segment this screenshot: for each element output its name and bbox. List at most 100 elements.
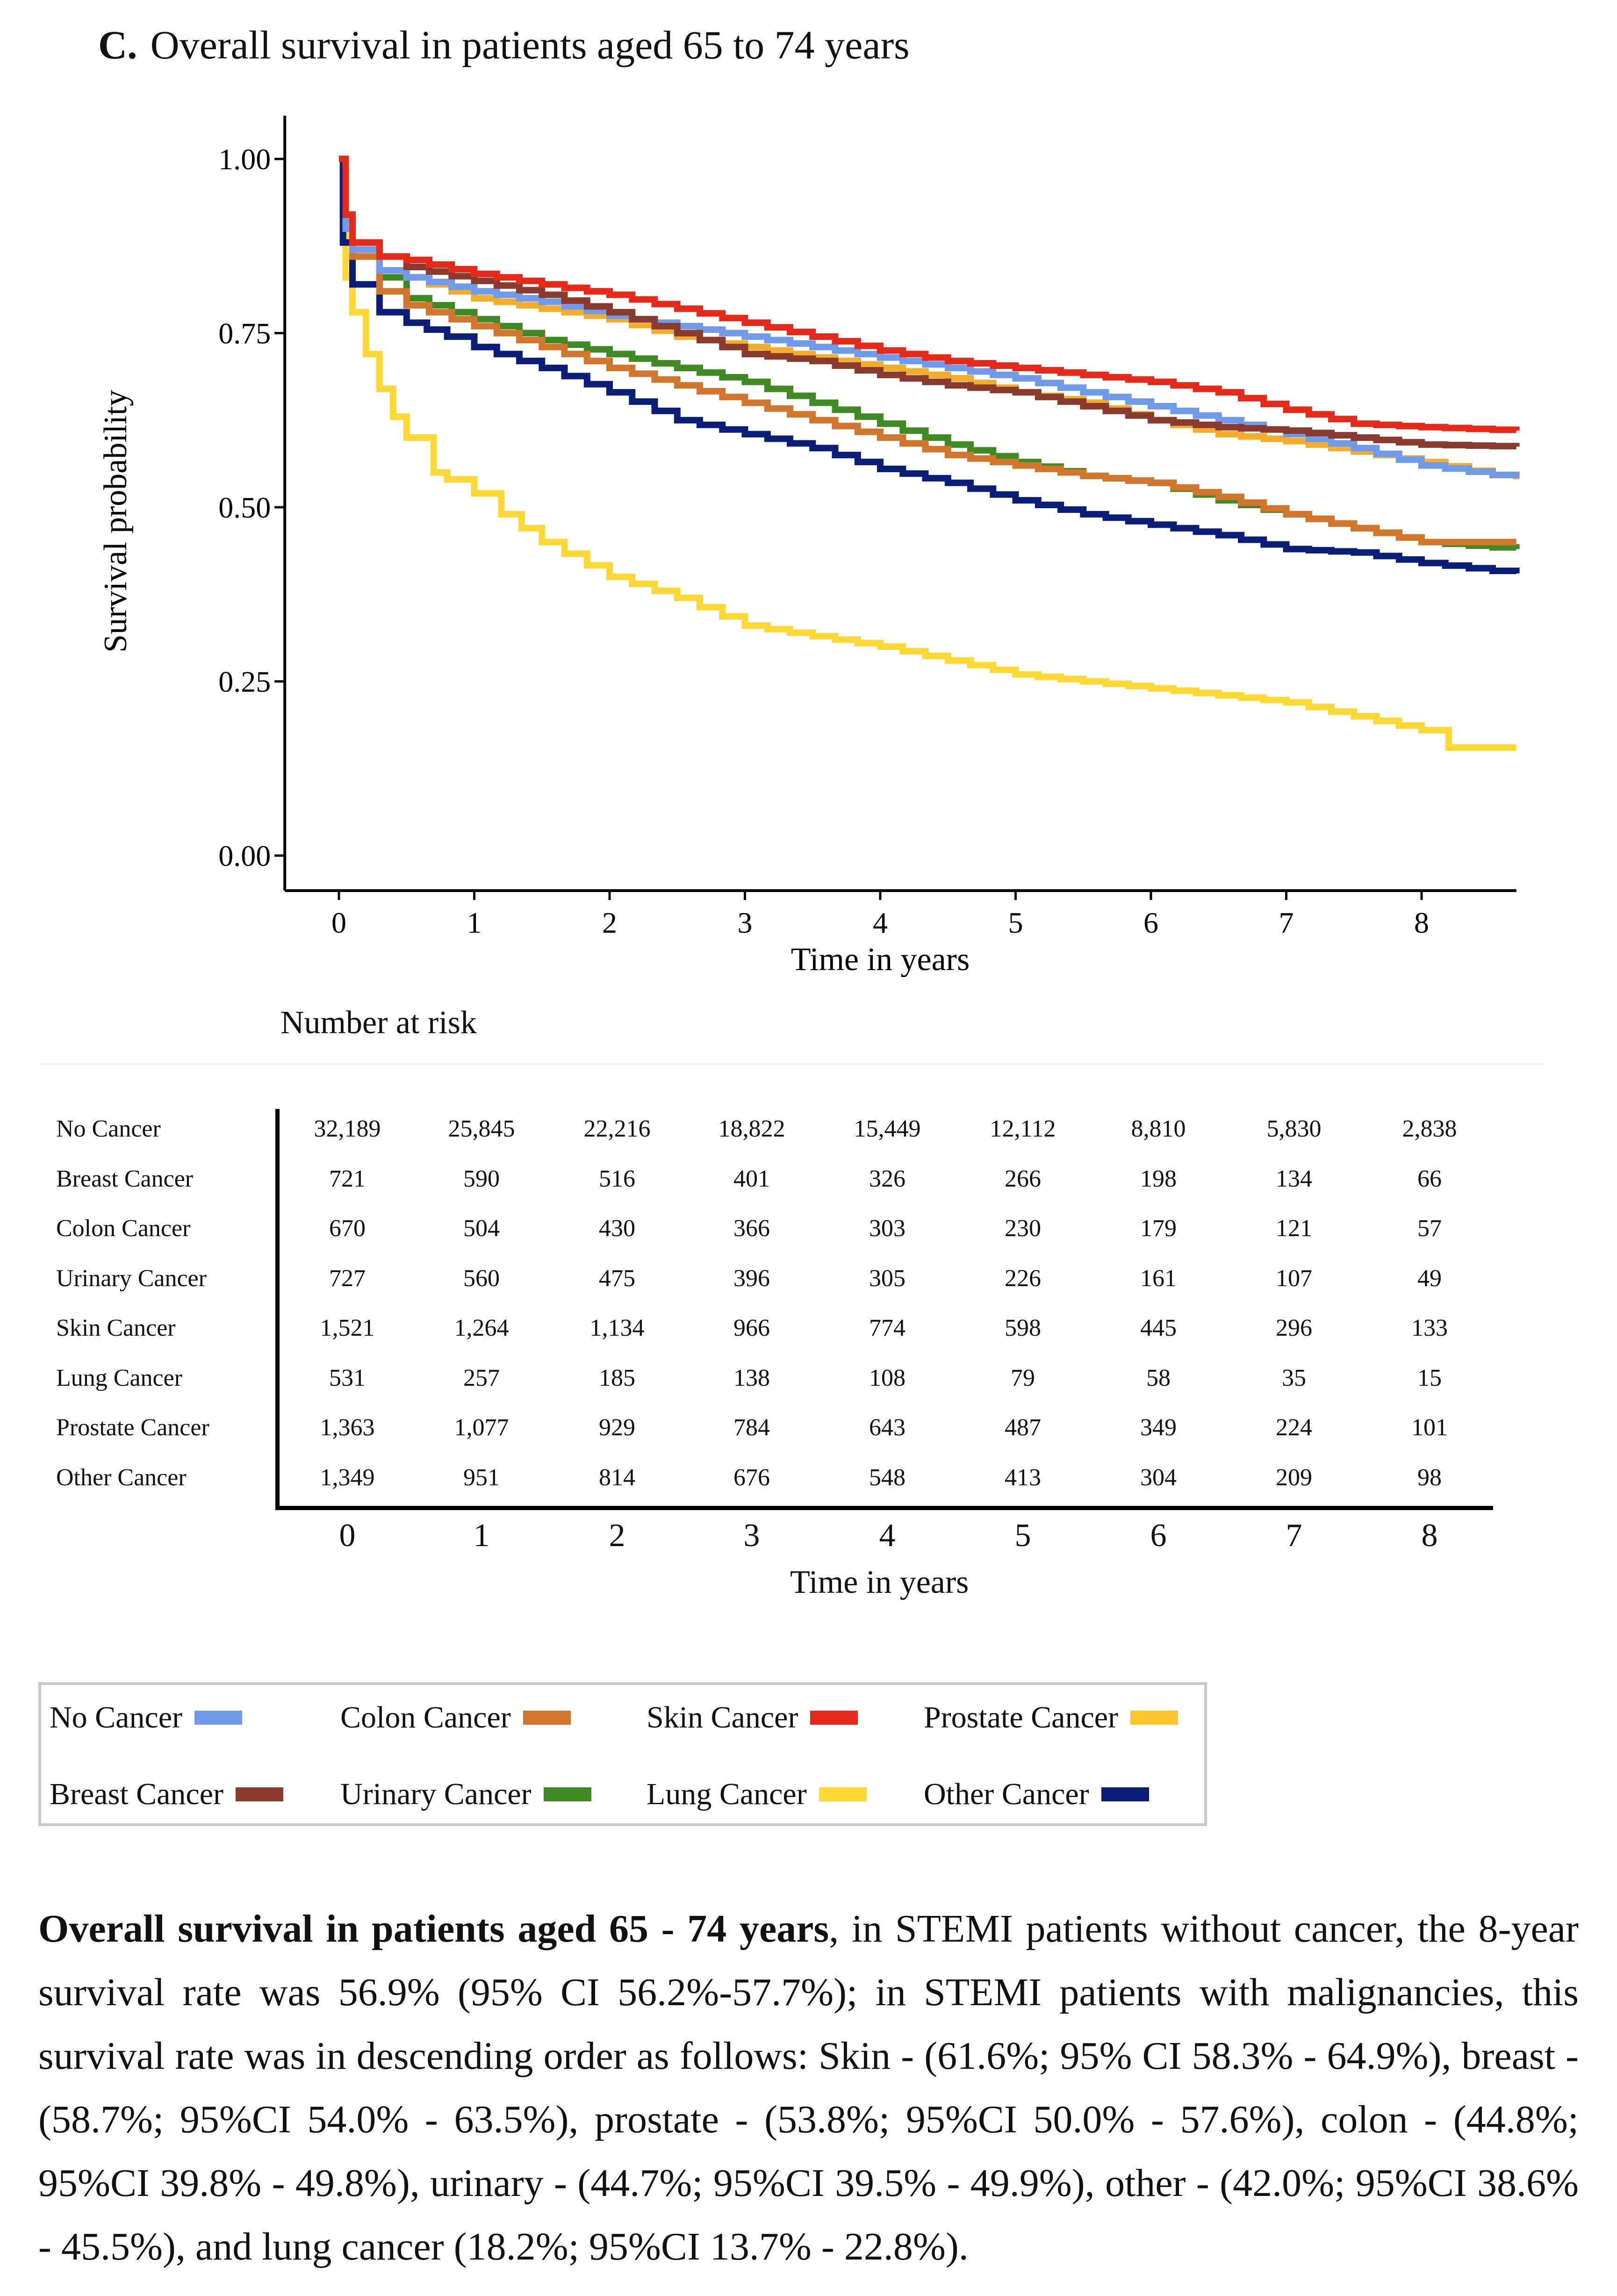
x-tick-label: 0 <box>331 906 346 939</box>
y-tick-label: 0.00 <box>218 839 271 872</box>
risk-cell: 296 <box>1276 1315 1312 1341</box>
risk-cell: 487 <box>1005 1414 1041 1441</box>
risk-cell: 107 <box>1276 1265 1312 1292</box>
legend-label: No Cancer <box>50 1700 183 1735</box>
risk-cell: 22,216 <box>583 1116 651 1142</box>
risk-cell: 101 <box>1411 1414 1448 1441</box>
y-tick-label: 1.00 <box>218 143 271 176</box>
risk-time-tick: 4 <box>879 1518 896 1554</box>
risk-cell: 676 <box>733 1464 770 1491</box>
risk-row-label: Urinary Cancer <box>56 1265 207 1292</box>
legend-item: Breast Cancer <box>50 1777 283 1812</box>
risk-cell: 15,449 <box>854 1116 921 1142</box>
risk-cell: 1,521 <box>320 1315 375 1341</box>
x-tick-label: 8 <box>1414 906 1429 939</box>
series-line-other-cancer <box>339 156 1520 574</box>
risk-row-label: Breast Cancer <box>56 1165 194 1192</box>
risk-cell: 531 <box>329 1364 366 1391</box>
series-line-prostate-cancer <box>339 156 1520 480</box>
risk-cell: 721 <box>329 1165 366 1192</box>
legend-item: Prostate Cancer <box>924 1700 1179 1735</box>
risk-row-label: Skin Cancer <box>56 1315 176 1341</box>
risk-cell: 121 <box>1276 1215 1312 1242</box>
risk-time-tick: 6 <box>1150 1518 1167 1554</box>
risk-cell: 1,264 <box>454 1315 509 1341</box>
risk-cell: 1,134 <box>589 1315 645 1341</box>
risk-cell: 326 <box>869 1165 906 1192</box>
legend-item: No Cancer <box>50 1700 243 1735</box>
legend-label: Breast Cancer <box>50 1777 223 1811</box>
risk-cell: 266 <box>1005 1165 1041 1192</box>
risk-table-x-axis <box>275 1506 1493 1510</box>
risk-cell: 814 <box>599 1464 635 1491</box>
series-line-no-cancer <box>339 156 1520 478</box>
risk-cell: 548 <box>869 1464 906 1491</box>
legend-label: Lung Cancer <box>647 1777 807 1811</box>
x-tick-label: 2 <box>602 906 617 939</box>
risk-cell: 1,363 <box>320 1414 375 1441</box>
panel-letter: C. <box>98 22 137 67</box>
legend-label: Urinary Cancer <box>340 1777 532 1811</box>
risk-cell: 66 <box>1417 1165 1442 1192</box>
risk-cell: 198 <box>1140 1165 1177 1192</box>
series-line-skin-cancer <box>339 156 1520 433</box>
risk-cell: 396 <box>733 1265 770 1292</box>
risk-time-tick: 0 <box>339 1518 356 1554</box>
y-axis-label: Survival probability <box>98 390 134 653</box>
risk-row-label: Other Cancer <box>56 1464 187 1491</box>
x-tick-label: 1 <box>467 906 482 939</box>
x-tick-label: 6 <box>1143 906 1158 939</box>
risk-cell: 966 <box>733 1315 770 1341</box>
risk-cell: 445 <box>1140 1315 1177 1341</box>
risk-cell: 257 <box>463 1364 500 1391</box>
risk-cell: 590 <box>463 1165 500 1192</box>
risk-cell: 951 <box>463 1464 500 1491</box>
risk-cell: 12,112 <box>990 1116 1056 1142</box>
risk-cell: 516 <box>599 1165 635 1192</box>
risk-cell: 230 <box>1005 1215 1041 1242</box>
risk-cell: 8,810 <box>1131 1116 1186 1142</box>
risk-cell: 179 <box>1140 1215 1177 1242</box>
x-tick-label: 5 <box>1008 906 1023 939</box>
caption-bold: Overall survival in patients aged 65 - 7… <box>38 1907 829 1951</box>
risk-cell: 1,077 <box>454 1414 509 1441</box>
risk-cell: 366 <box>733 1215 770 1242</box>
risk-time-tick: 1 <box>473 1518 490 1554</box>
risk-cell: 57 <box>1417 1215 1442 1242</box>
risk-time-tick: 2 <box>609 1518 625 1554</box>
risk-cell: 643 <box>869 1414 906 1441</box>
risk-cell: 670 <box>329 1215 366 1242</box>
legend-label: Skin Cancer <box>647 1700 798 1735</box>
risk-row-label: Prostate Cancer <box>56 1414 209 1441</box>
risk-cell: 303 <box>869 1215 906 1242</box>
risk-cell: 49 <box>1417 1265 1442 1292</box>
risk-time-tick: 7 <box>1286 1518 1302 1554</box>
x-tick-label: 4 <box>873 906 888 939</box>
risk-row-label: Lung Cancer <box>56 1364 183 1391</box>
risk-cell: 560 <box>463 1265 500 1292</box>
risk-cell: 25,845 <box>448 1116 515 1142</box>
risk-time-tick: 8 <box>1421 1518 1438 1554</box>
risk-cell: 401 <box>733 1165 770 1192</box>
risk-row-label: No Cancer <box>56 1116 161 1142</box>
risk-time-tick: 5 <box>1014 1518 1031 1554</box>
y-tick-label: 0.25 <box>218 665 271 698</box>
survival-chart: 0.00 0.25 0.50 0.75 1.00 0 1 2 3 4 5 6 7 8 Time in yea… <box>98 115 1520 978</box>
risk-cell: 430 <box>599 1215 635 1242</box>
risk-cell: 79 <box>1011 1364 1035 1391</box>
series-line-lung-cancer <box>339 156 1516 751</box>
risk-cell: 133 <box>1411 1315 1448 1341</box>
risk-table-y-axis <box>275 1109 280 1510</box>
caption-paragraph: Overall survival in patients aged 65 - 7… <box>38 1897 1579 2279</box>
risk-cell: 727 <box>329 1265 366 1292</box>
caption-text: , in STEMI patients without cancer, the … <box>38 1907 1579 2268</box>
risk-time-tick: 3 <box>743 1518 760 1554</box>
risk-cell: 598 <box>1005 1315 1041 1341</box>
risk-cell: 224 <box>1276 1414 1312 1441</box>
risk-cell: 58 <box>1146 1364 1171 1391</box>
risk-cell: 475 <box>599 1265 635 1292</box>
risk-cell: 774 <box>869 1315 906 1341</box>
legend-swatch <box>810 1711 858 1725</box>
risk-cell: 98 <box>1417 1464 1442 1491</box>
risk-cell: 108 <box>869 1364 906 1391</box>
